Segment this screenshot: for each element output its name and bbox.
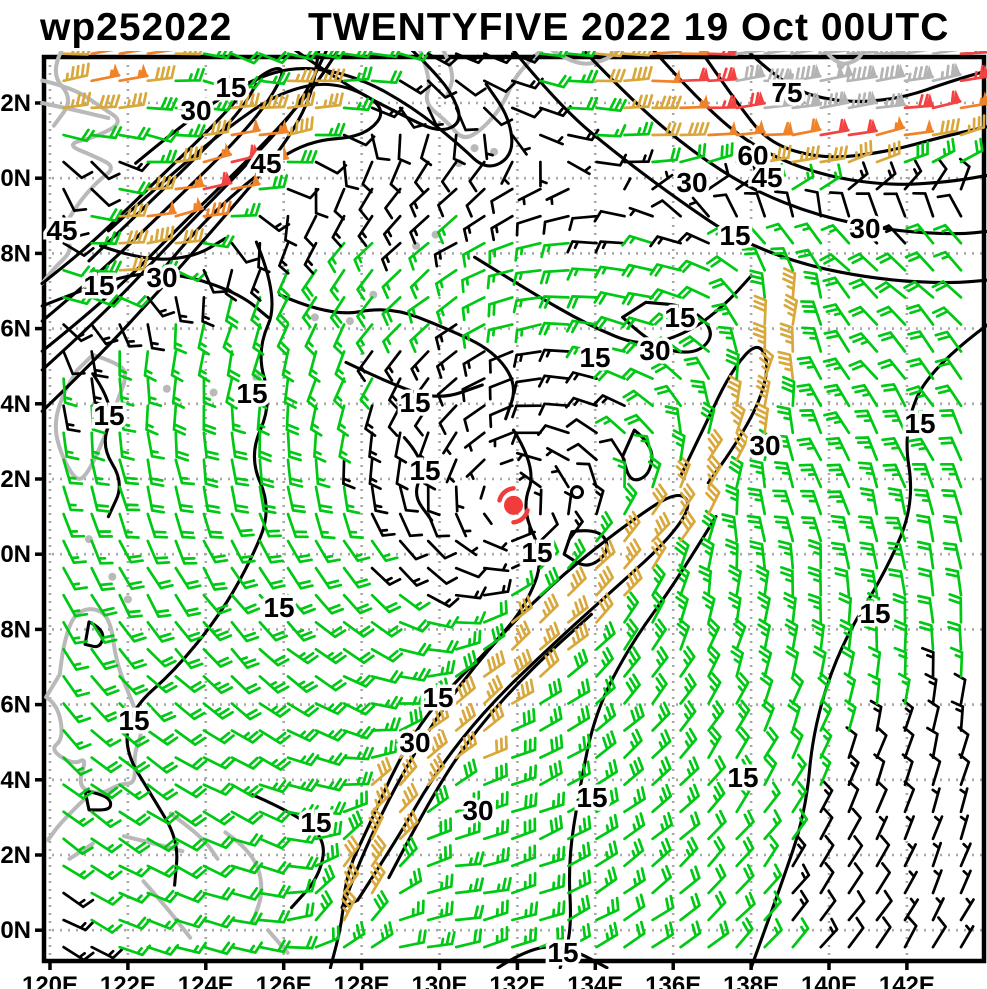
coastline [441,51,455,98]
isotach-label: 75 [771,77,802,108]
isotach-label: 15 [664,302,695,333]
lat-axis-label: 30N [0,165,31,192]
lat-axis-label: 28N [0,240,31,267]
lon-axis-label: 140E [801,972,857,989]
coastline [550,51,621,66]
coastline [40,101,111,120]
isotach-label: 15 [521,537,552,568]
island-dot [345,317,354,326]
isotach-label: 30 [749,430,780,461]
isotach-contour-15 [328,428,541,969]
isotach-label: 15 [215,72,246,103]
isotach-label: 30 [146,262,177,293]
isotach-label: 15 [727,762,758,793]
secondary-marker-ring [569,485,584,500]
lat-axis-label: 14N [0,767,31,794]
isotach-label: 45 [751,162,782,193]
page-title-descriptor: TWENTYFIVE 2022 19 Oct 00UTC [308,6,949,49]
isotach-label: 15 [422,682,453,713]
lon-axis-label: 120E [22,972,78,989]
lon-axis-label: 122E [100,972,156,989]
coastline [40,78,120,286]
lon-axis-label: 124E [178,972,234,989]
coastline [418,51,543,140]
lat-axis-label: 12N [0,842,31,869]
island-dot [162,384,171,393]
island-dot [310,313,319,322]
axis-labels-layer: 32N 30N 28N 26N 24N 22N 20N 18N 16N 14N 12N 10N 120E… [0,90,935,989]
isotach-label: 30 [180,95,211,126]
isotach-contour-30 [621,300,712,354]
lat-axis-label: 18N [0,616,31,643]
coastline [823,51,866,66]
isotach-label: 15 [83,270,114,301]
lat-axis-label: 24N [0,391,31,418]
isotach-label: 15 [576,782,607,813]
lat-axis-label: 20N [0,541,31,568]
isotach-label: 45 [250,148,281,179]
wind-barbs-layer [62,51,987,962]
isotach-label: 15 [719,220,750,251]
lat-axis-label: 10N [0,917,31,944]
isotach-contour-30 [679,345,769,485]
isotach-label: 15 [118,705,149,736]
isotach-label: 45 [46,215,77,246]
isotach-label: 15 [399,387,430,418]
lon-axis-label: 128E [334,972,390,989]
isotach-contour-15 [496,945,609,969]
coastline [44,607,143,795]
isotach-label: 15 [409,455,440,486]
isotach-label: 15 [904,408,935,439]
isotach-contour-15 [91,372,121,519]
map-frame [41,54,987,964]
island-dot [209,388,218,397]
isotach-contour-15 [512,51,987,285]
isotach-label: 30 [676,167,707,198]
lon-axis-label: 138E [723,972,779,989]
lon-axis-label: 126E [256,972,312,989]
lat-axis-label: 22N [0,466,31,493]
island-dot [123,595,132,604]
island-dot [836,61,845,70]
lat-axis-label: 26N [0,316,31,343]
isotach-label: 15 [547,937,578,968]
isotach-label: 15 [300,807,331,838]
isotach-contour-30 [99,236,227,261]
isotach-contour-60 [699,51,987,159]
isotach-label: 15 [579,342,610,373]
isotach-label: 30 [462,795,493,826]
isotach-contour-15 [134,67,514,168]
isotach-contour-15 [83,789,113,812]
isotach-label: 30 [849,213,880,244]
isotach-label: 15 [93,400,124,431]
isotach-contour-15 [278,293,516,421]
lon-axis-label: 136E [645,972,701,989]
coastline [141,879,193,940]
lat-axis-label: 32N [0,90,31,117]
coastline [46,796,88,842]
isotach-label: 30 [399,727,430,758]
page-title-storm-id: wp252022 [39,6,232,49]
lon-axis-label: 132E [489,972,545,989]
isotach-label: 30 [639,335,670,366]
isotach-label: 15 [263,592,294,623]
isotach-label: 60 [737,140,768,171]
isotach-contour-15 [344,360,484,398]
lon-axis-label: 134E [567,972,623,989]
isotach-contour-15 [402,436,434,522]
lon-axis-label: 142E [879,972,935,989]
isotach-label: 15 [859,598,890,629]
island-dot [108,572,117,581]
isotach-label: 15 [236,378,267,409]
island-dot [470,144,479,153]
isotach-contour-30 [106,82,383,267]
isotach-contour-15 [562,529,609,567]
lon-axis-label: 130E [411,972,467,989]
lat-axis-label: 16N [0,692,31,719]
tropical-cyclone-icon [497,486,530,525]
